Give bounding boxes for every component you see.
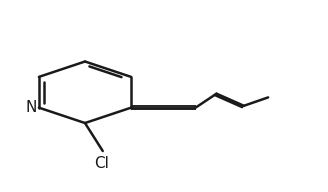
Text: Cl: Cl (94, 156, 109, 171)
Text: N: N (26, 100, 37, 115)
